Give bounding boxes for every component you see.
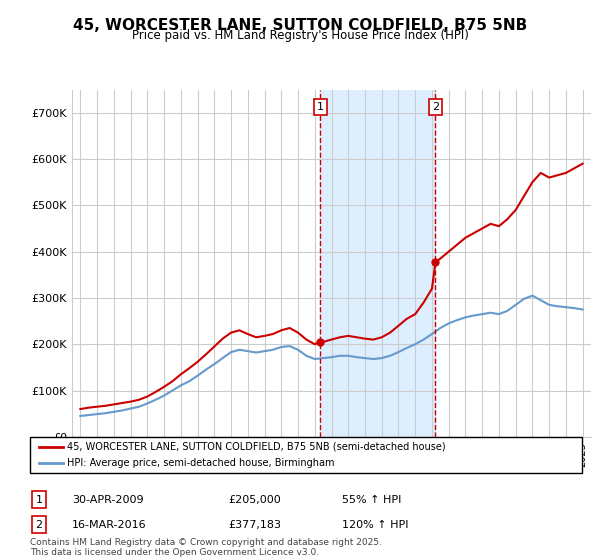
Text: 1: 1 <box>317 102 324 112</box>
Text: 1: 1 <box>35 494 43 505</box>
Text: 45, WORCESTER LANE, SUTTON COLDFIELD, B75 5NB: 45, WORCESTER LANE, SUTTON COLDFIELD, B7… <box>73 18 527 33</box>
Text: 2: 2 <box>432 102 439 112</box>
Bar <box>320 90 436 437</box>
Text: 30-APR-2009: 30-APR-2009 <box>72 494 143 505</box>
Text: Contains HM Land Registry data © Crown copyright and database right 2025.
This d: Contains HM Land Registry data © Crown c… <box>30 538 382 557</box>
Text: 55% ↑ HPI: 55% ↑ HPI <box>342 494 401 505</box>
Text: Price paid vs. HM Land Registry's House Price Index (HPI): Price paid vs. HM Land Registry's House … <box>131 29 469 42</box>
Text: £377,183: £377,183 <box>228 520 281 530</box>
Text: 2: 2 <box>35 520 43 530</box>
Text: 16-MAR-2016: 16-MAR-2016 <box>72 520 146 530</box>
Text: 45, WORCESTER LANE, SUTTON COLDFIELD, B75 5NB (semi-detached house): 45, WORCESTER LANE, SUTTON COLDFIELD, B7… <box>67 442 446 451</box>
Text: £205,000: £205,000 <box>228 494 281 505</box>
Text: 120% ↑ HPI: 120% ↑ HPI <box>342 520 409 530</box>
Text: HPI: Average price, semi-detached house, Birmingham: HPI: Average price, semi-detached house,… <box>67 459 335 468</box>
